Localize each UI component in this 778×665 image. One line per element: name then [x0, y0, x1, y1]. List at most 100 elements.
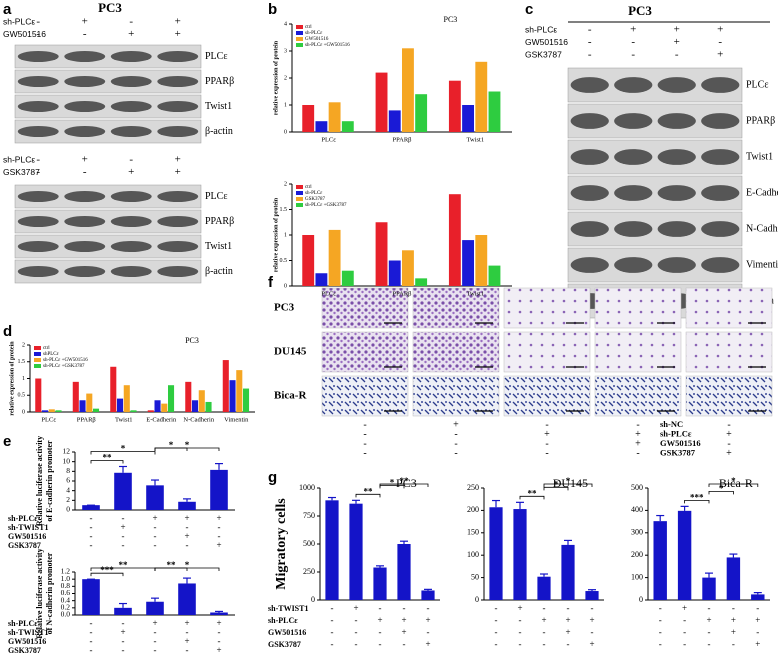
condition-sign: - [186, 540, 189, 550]
bar [475, 61, 488, 132]
condition-sign: + [425, 639, 430, 649]
micrograph [503, 375, 591, 417]
condition-sign: - [545, 448, 548, 459]
legend-label: sh-PLCε [305, 31, 322, 36]
x-tick-label: PLCε [321, 290, 336, 297]
bar [168, 385, 175, 412]
condition-sign: - [379, 627, 382, 637]
bar [349, 503, 363, 600]
blot-band [701, 149, 740, 165]
y-tick-label: 200 [467, 505, 479, 514]
band-label: Twist1 [205, 101, 232, 112]
condition-sign: - [122, 636, 125, 646]
y-tick-label: 0.5 [18, 393, 26, 399]
condition-sign: - [36, 166, 40, 178]
bar [751, 594, 765, 600]
bar [210, 612, 228, 615]
condition-sign: - [154, 531, 157, 541]
condition-sign: + [589, 639, 594, 649]
y-tick-label: 150 [467, 528, 479, 537]
y-axis-label: relative expression of protein [273, 197, 279, 272]
condition-sign: - [36, 28, 40, 40]
blot-band [110, 191, 152, 202]
y-tick-label: 50 [471, 572, 479, 581]
significance-bracket [708, 483, 759, 487]
blot-band [570, 221, 609, 237]
bar [489, 507, 503, 600]
y-tick-label: 12 [63, 447, 71, 456]
micrograph [321, 331, 409, 373]
legend-swatch [296, 25, 303, 29]
condition-sign: + [184, 513, 189, 523]
significance-bracket [90, 460, 124, 464]
blot-strip [14, 234, 202, 259]
blot-title: PC3 [628, 3, 652, 18]
y-tick-label: 0 [22, 409, 25, 415]
condition-sign: - [36, 16, 40, 28]
blot-band [157, 241, 199, 252]
condition-label: sh-PLCε [8, 619, 38, 628]
blot-band [110, 266, 152, 277]
condition-sign: + [717, 49, 723, 61]
micrograph [503, 331, 591, 373]
condition-sign: - [495, 603, 498, 613]
condition-sign: + [184, 531, 189, 541]
bar [229, 380, 236, 412]
bar [42, 410, 49, 412]
condition-sign: - [90, 618, 93, 628]
condition-sign: + [425, 615, 430, 625]
significance-bracket [379, 483, 429, 487]
condition-label: GW501516 [3, 29, 46, 39]
significance-bracket [543, 486, 569, 491]
blot-strip [14, 69, 202, 94]
significance-label: * [566, 476, 571, 486]
condition-sign: + [706, 615, 711, 625]
condition-label: sh-PLCε [3, 154, 35, 164]
condition-sign: + [541, 615, 546, 625]
chart-title: PC3 [185, 336, 199, 345]
y-tick-label: 0 [284, 283, 287, 289]
condition-sign: - [495, 639, 498, 649]
blot-band [110, 76, 152, 87]
y-tick-label: 250 [303, 567, 315, 576]
y-tick-label: 0 [475, 595, 479, 604]
y-tick-label: 0 [284, 129, 287, 135]
condition-sign: - [186, 645, 189, 655]
condition-sign: - [567, 603, 570, 613]
condition-sign: + [175, 16, 181, 28]
blot-band [64, 76, 106, 87]
condition-sign: - [543, 627, 546, 637]
condition-sign: - [129, 16, 133, 28]
condition-sign: - [154, 645, 157, 655]
blot-strip [14, 44, 202, 69]
condition-label: GSK3787 [268, 640, 301, 649]
condition-sign: - [154, 522, 157, 532]
condition-sign: - [631, 36, 635, 48]
panel-letter: f [268, 274, 274, 291]
blot-band [17, 216, 59, 227]
bar [388, 110, 401, 132]
condition-sign: + [755, 615, 760, 625]
bar [561, 544, 575, 600]
condition-sign: + [731, 627, 736, 637]
chart-title: PC3 [444, 15, 458, 24]
condition-sign: - [732, 603, 735, 613]
x-tick-label: PLCε [321, 136, 336, 143]
condition-sign: - [519, 639, 522, 649]
y-tick-label: 200 [631, 550, 643, 559]
y-tick-label: 300 [631, 528, 643, 537]
condition-label: GSK3787 [8, 646, 41, 655]
significance-label: * [169, 440, 174, 450]
panel-letter: c [525, 1, 533, 18]
y-tick-label: 100 [467, 550, 479, 559]
bar [178, 583, 196, 615]
condition-sign: - [454, 448, 457, 459]
blot-band [157, 51, 199, 62]
y-axis-label: of E-cadherin promoter [45, 440, 54, 522]
condition-sign: - [129, 154, 133, 166]
condition-sign: - [83, 28, 87, 40]
bar [243, 388, 250, 412]
band-label: PPARβ [746, 115, 775, 126]
condition-label: sh-PLCε [268, 616, 298, 625]
condition-sign: - [519, 615, 522, 625]
